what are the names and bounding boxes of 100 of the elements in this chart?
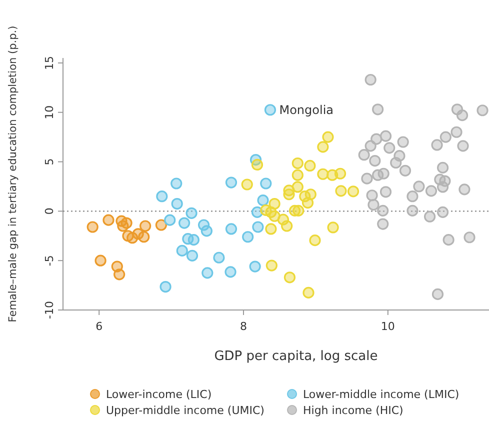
y-tick-label: 0 [43, 208, 56, 215]
point [309, 234, 321, 246]
y-tick-label: -5 [43, 255, 56, 266]
point [281, 220, 293, 232]
point [436, 181, 449, 193]
point [364, 140, 376, 152]
point [368, 198, 380, 211]
point [380, 186, 392, 198]
point [380, 130, 392, 142]
point [242, 231, 254, 243]
point [268, 198, 280, 210]
point [347, 186, 360, 198]
y-tick-label: -10 [43, 301, 56, 319]
point [200, 225, 212, 237]
y-tick-label: 5 [43, 158, 56, 166]
point [260, 204, 272, 216]
point [164, 214, 176, 226]
point [335, 185, 347, 197]
point [440, 131, 452, 143]
point [292, 169, 304, 181]
point [442, 234, 454, 246]
point [264, 104, 276, 116]
point [284, 272, 296, 284]
point [155, 219, 167, 231]
point [322, 131, 334, 143]
point [364, 74, 376, 86]
point [361, 172, 373, 184]
point [266, 260, 278, 272]
point [302, 286, 314, 298]
x-axis-title: GDP per capita, log scale [214, 349, 378, 364]
x-tick-label: 10 [380, 320, 395, 333]
point [114, 268, 126, 280]
point [171, 198, 183, 210]
point [292, 204, 304, 216]
point [188, 234, 200, 246]
point [202, 267, 214, 279]
point [252, 221, 264, 233]
point [225, 223, 238, 235]
point [377, 204, 389, 216]
point [265, 223, 277, 235]
point [377, 218, 389, 230]
y-tick-label: 10 [43, 105, 56, 120]
point [378, 168, 390, 180]
point [436, 162, 449, 174]
point [317, 141, 329, 153]
point [170, 178, 182, 190]
point [406, 204, 418, 216]
point [86, 221, 98, 233]
y-axis-title: Female–male gap in tertiary education completion (p.p.) [7, 26, 19, 322]
point [176, 244, 188, 256]
point [424, 210, 436, 222]
point [366, 190, 378, 202]
point [138, 231, 150, 243]
point [249, 260, 261, 272]
point [186, 250, 198, 262]
point [292, 157, 304, 170]
point [156, 190, 168, 202]
legend-label: Upper-middle income (UMIC) [106, 404, 264, 417]
point [140, 220, 152, 232]
point [458, 184, 470, 196]
x-tick-label: 8 [240, 320, 248, 333]
point [369, 154, 381, 167]
point [436, 206, 449, 218]
legend-label: Lower-middle income (LMIC) [303, 388, 460, 401]
point [213, 252, 225, 264]
point [186, 207, 198, 219]
point [456, 110, 468, 122]
point [406, 190, 418, 202]
point [450, 126, 462, 138]
point [372, 104, 384, 116]
point [464, 232, 476, 244]
point [241, 178, 253, 190]
point [327, 222, 339, 234]
y-tick-label: 15 [43, 56, 56, 70]
point [384, 142, 396, 154]
annotation: Mongolia [279, 102, 334, 117]
point [94, 254, 106, 266]
point [397, 136, 409, 148]
point [334, 168, 346, 180]
point [317, 168, 329, 180]
point [260, 178, 272, 190]
point [390, 156, 402, 169]
point [432, 288, 444, 300]
point [399, 164, 412, 176]
point [413, 180, 425, 192]
point [431, 139, 443, 151]
point [224, 266, 236, 278]
point [251, 158, 264, 171]
point [225, 176, 238, 188]
point [120, 217, 132, 229]
point [160, 280, 172, 293]
point [304, 160, 316, 172]
point [178, 217, 190, 229]
point [102, 214, 114, 226]
legend-label: Lower-income (LIC) [106, 388, 212, 401]
point [283, 188, 295, 200]
x-tick-label: 6 [96, 320, 103, 333]
point [370, 133, 382, 145]
point [257, 194, 269, 206]
point [358, 149, 370, 161]
